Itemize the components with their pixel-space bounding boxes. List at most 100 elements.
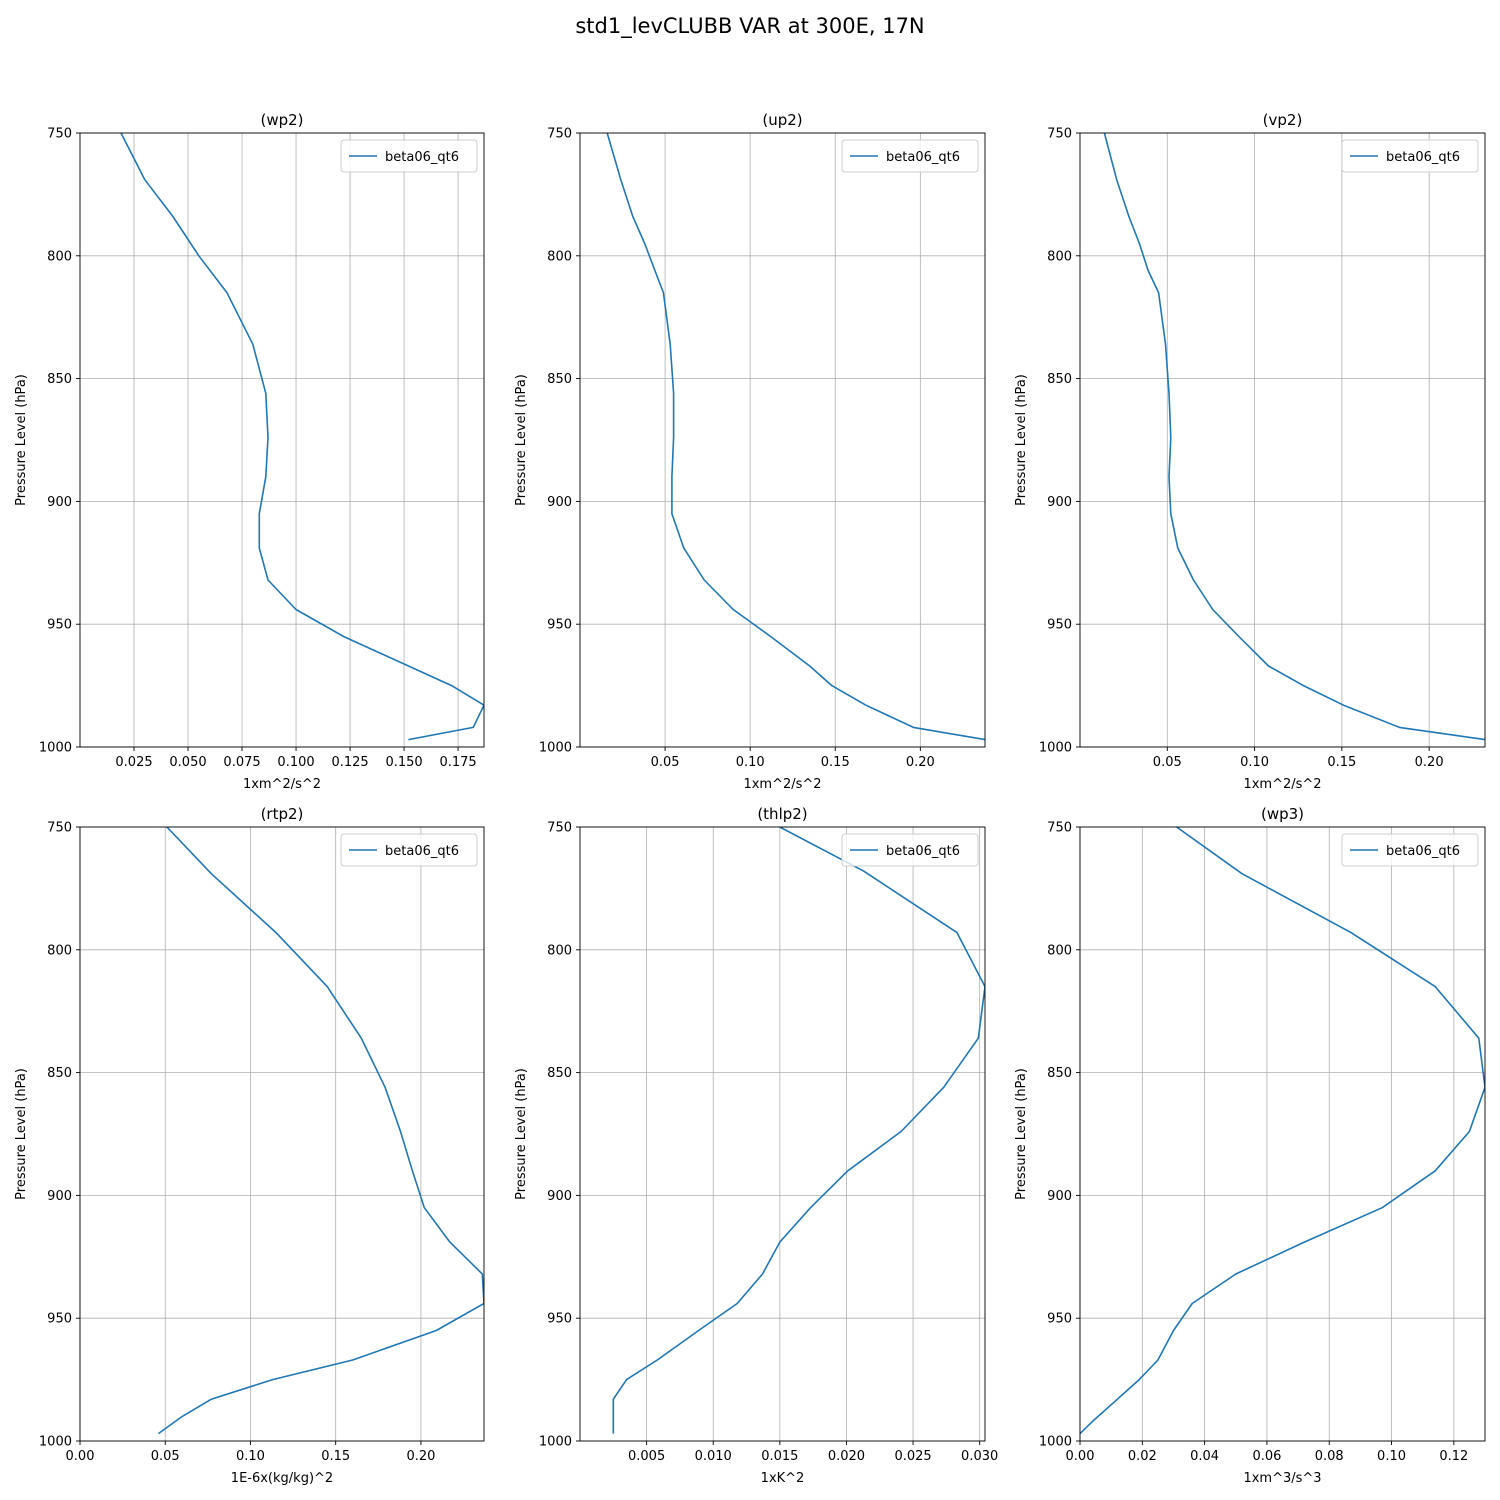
x-tick-label: 0.030 bbox=[961, 1449, 998, 1464]
x-tick-label: 0.15 bbox=[821, 755, 850, 770]
x-tick-label: 0.15 bbox=[1327, 755, 1356, 770]
x-axis-label: 1E-6x(kg/kg)^2 bbox=[231, 1471, 333, 1486]
y-tick-label: 900 bbox=[1047, 495, 1072, 510]
legend-label: beta06_qt6 bbox=[1386, 150, 1460, 165]
x-axis-label: 1xK^2 bbox=[761, 1471, 805, 1486]
y-tick-label: 800 bbox=[547, 943, 572, 958]
y-tick-label: 750 bbox=[47, 821, 72, 836]
subplot-title: (vp2) bbox=[1263, 111, 1303, 129]
x-tick-label: 0.015 bbox=[761, 1449, 798, 1464]
x-tick-label: 0.12 bbox=[1439, 1449, 1468, 1464]
x-tick-label: 0.150 bbox=[385, 755, 422, 770]
y-tick-label: 950 bbox=[47, 1312, 72, 1327]
legend: beta06_qt6 bbox=[841, 833, 979, 867]
x-tick-label: 0.10 bbox=[1377, 1449, 1406, 1464]
y-axis-label: Pressure Level (hPa) bbox=[514, 374, 529, 506]
subplot-4: 0.00 0.05 0.10 0.15 0.20 750 800 850 900 950 1000 (… bbox=[14, 805, 485, 1486]
x-tick-label: 0.20 bbox=[406, 1449, 435, 1464]
y-tick-label: 950 bbox=[47, 618, 72, 633]
y-tick-label: 750 bbox=[1047, 127, 1072, 142]
x-tick-label: 0.10 bbox=[236, 1449, 265, 1464]
y-tick-label: 750 bbox=[1047, 821, 1072, 836]
x-tick-label: 0.020 bbox=[828, 1449, 865, 1464]
series-line bbox=[612, 827, 985, 1434]
x-tick-label: 0.175 bbox=[439, 755, 476, 770]
x-axis-label: 1xm^2/s^2 bbox=[243, 777, 321, 792]
legend-box bbox=[340, 833, 478, 867]
legend-label: beta06_qt6 bbox=[886, 844, 960, 859]
x-tick-label: 0.06 bbox=[1252, 1449, 1281, 1464]
y-tick-label: 950 bbox=[1047, 1312, 1072, 1327]
legend: beta06_qt6 bbox=[1341, 139, 1479, 173]
subplot-title: (up2) bbox=[762, 111, 802, 129]
y-tick-label: 850 bbox=[547, 1066, 572, 1081]
x-tick-label: 0.15 bbox=[321, 1449, 350, 1464]
y-tick-label: 900 bbox=[547, 495, 572, 510]
y-tick-label: 800 bbox=[1047, 943, 1072, 958]
subplot-2: 0.05 0.10 0.15 0.20 750 800 850 900 950 1000 (up2)… bbox=[514, 111, 986, 792]
y-tick-label: 850 bbox=[1047, 1066, 1072, 1081]
subplot-title: (wp2) bbox=[260, 111, 303, 129]
x-tick-label: 0.04 bbox=[1190, 1449, 1219, 1464]
x-axis-label: 1xm^2/s^2 bbox=[1243, 777, 1321, 792]
x-tick-label: 0.100 bbox=[277, 755, 314, 770]
legend-box bbox=[841, 833, 979, 867]
legend: beta06_qt6 bbox=[1341, 833, 1479, 867]
x-tick-label: 0.00 bbox=[66, 1449, 95, 1464]
x-tick-label: 0.025 bbox=[894, 1449, 931, 1464]
series-line bbox=[157, 827, 484, 1435]
legend-box bbox=[340, 139, 478, 173]
legend-label: beta06_qt6 bbox=[1386, 844, 1460, 859]
x-tick-label: 0.05 bbox=[651, 755, 680, 770]
x-tick-label: 0.02 bbox=[1128, 1449, 1157, 1464]
y-tick-label: 850 bbox=[47, 1066, 72, 1081]
x-tick-label: 0.050 bbox=[169, 755, 206, 770]
legend-label: beta06_qt6 bbox=[385, 150, 459, 165]
x-tick-label: 0.20 bbox=[906, 755, 935, 770]
axes-frame bbox=[79, 826, 485, 1442]
subplot-title: (rtp2) bbox=[261, 805, 304, 823]
y-tick-label: 800 bbox=[47, 249, 72, 264]
axes-frame bbox=[1079, 132, 1486, 748]
y-tick-label: 1000 bbox=[539, 1435, 572, 1450]
x-tick-label: 0.05 bbox=[1153, 755, 1182, 770]
y-tick-label: 850 bbox=[1047, 372, 1072, 387]
y-tick-label: 1000 bbox=[1039, 741, 1072, 756]
y-tick-label: 750 bbox=[547, 127, 572, 142]
legend-label: beta06_qt6 bbox=[886, 150, 960, 165]
subplot-title: (thlp2) bbox=[757, 805, 807, 823]
y-tick-label: 800 bbox=[1047, 249, 1072, 264]
x-tick-label: 0.005 bbox=[628, 1449, 665, 1464]
y-tick-label: 1000 bbox=[1039, 1435, 1072, 1450]
legend-box bbox=[1341, 833, 1479, 867]
y-tick-label: 900 bbox=[47, 495, 72, 510]
y-tick-label: 1000 bbox=[539, 741, 572, 756]
axes-frame bbox=[79, 132, 485, 748]
x-axis-label: 1xm^3/s^3 bbox=[1243, 1471, 1321, 1486]
x-tick-label: 0.10 bbox=[1240, 755, 1269, 770]
y-axis-label: Pressure Level (hPa) bbox=[14, 374, 29, 506]
x-tick-label: 0.10 bbox=[736, 755, 765, 770]
y-axis-label: Pressure Level (hPa) bbox=[1014, 374, 1029, 506]
axes-frame bbox=[579, 826, 986, 1442]
y-tick-label: 800 bbox=[47, 943, 72, 958]
y-tick-label: 1000 bbox=[39, 1435, 72, 1450]
y-tick-label: 750 bbox=[547, 821, 572, 836]
subplot-5: 0.005 0.010 0.015 0.020 0.025 0.030 750 800 850 9… bbox=[514, 805, 998, 1486]
subplot-title: (wp3) bbox=[1261, 805, 1304, 823]
y-tick-label: 900 bbox=[1047, 1189, 1072, 1204]
subplot-6: 0.00 0.02 0.04 0.06 0.08 0.10 0.12 750 800 850 900… bbox=[1014, 805, 1486, 1486]
legend: beta06_qt6 bbox=[340, 139, 478, 173]
y-tick-label: 750 bbox=[47, 127, 72, 142]
x-tick-label: 0.20 bbox=[1415, 755, 1444, 770]
subplot-1: 0.025 0.050 0.075 0.100 0.125 0.150 0.175 750 80… bbox=[14, 111, 485, 792]
y-tick-label: 800 bbox=[547, 249, 572, 264]
legend-box bbox=[841, 139, 979, 173]
y-tick-label: 850 bbox=[47, 372, 72, 387]
subplot-3: 0.05 0.10 0.15 0.20 750 800 850 900 950 1000 (vp2)… bbox=[1014, 111, 1486, 792]
legend-label: beta06_qt6 bbox=[385, 844, 459, 859]
x-tick-label: 0.08 bbox=[1315, 1449, 1344, 1464]
y-axis-label: Pressure Level (hPa) bbox=[514, 1068, 529, 1200]
y-tick-label: 900 bbox=[547, 1189, 572, 1204]
